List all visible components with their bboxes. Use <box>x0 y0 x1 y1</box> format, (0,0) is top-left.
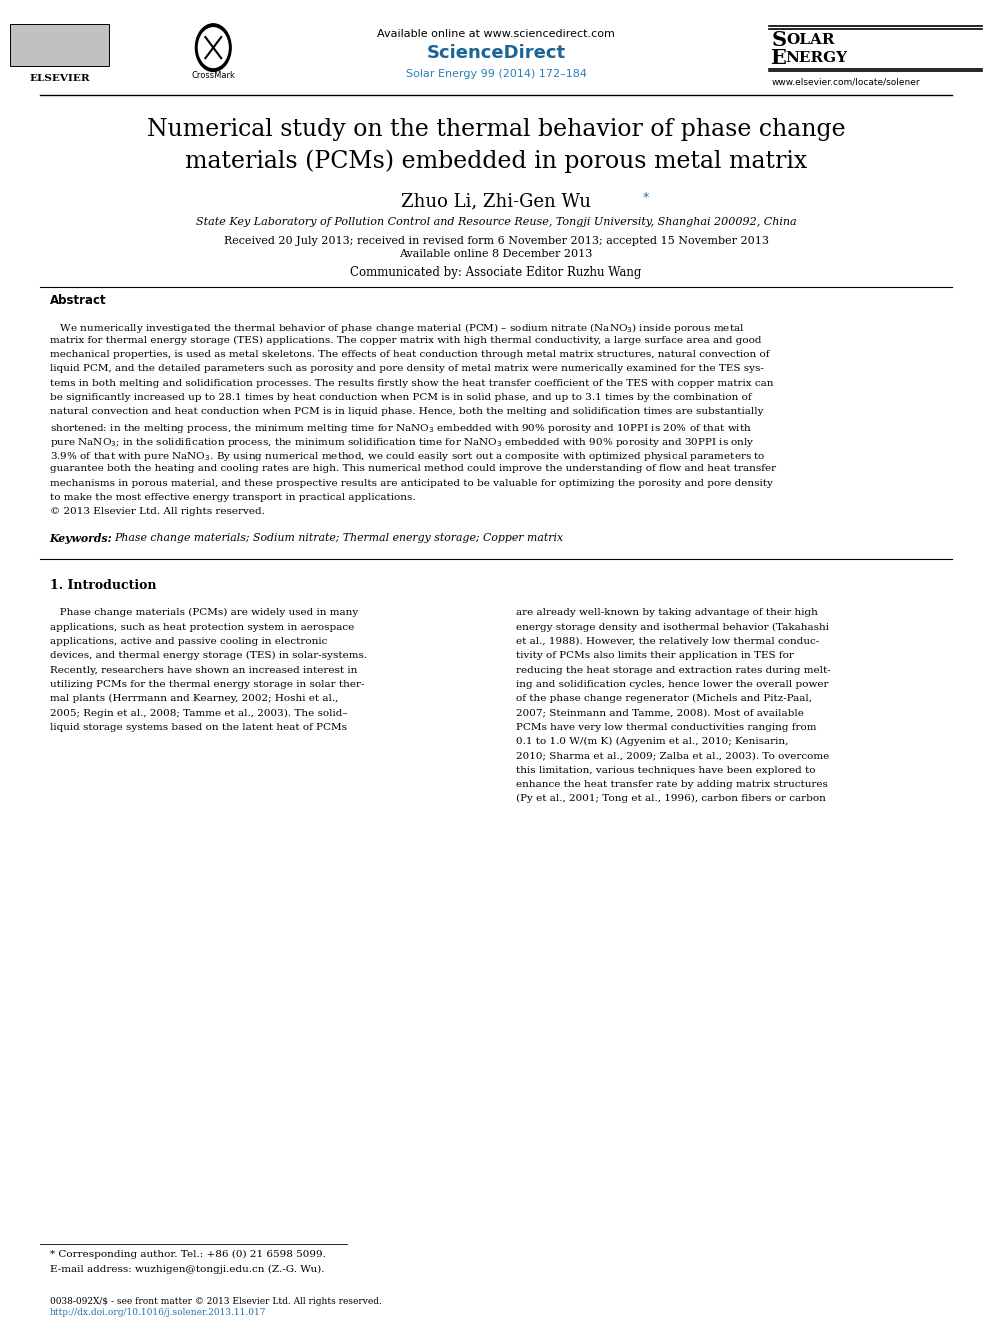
Text: devices, and thermal energy storage (TES) in solar-systems.: devices, and thermal energy storage (TES… <box>50 651 367 660</box>
Text: Keywords:: Keywords: <box>50 533 112 544</box>
Text: pure NaNO$_3$; in the solidification process, the minimum solidification time fo: pure NaNO$_3$; in the solidification pro… <box>50 435 754 448</box>
Text: PCMs have very low thermal conductivities ranging from: PCMs have very low thermal conductivitie… <box>516 722 816 732</box>
Text: *: * <box>643 191 649 204</box>
Text: mal plants (Herrmann and Kearney, 2002; Hoshi et al.,: mal plants (Herrmann and Kearney, 2002; … <box>50 695 338 704</box>
Text: Received 20 July 2013; received in revised form 6 November 2013; accepted 15 Nov: Received 20 July 2013; received in revis… <box>223 235 769 246</box>
Text: Numerical study on the thermal behavior of phase change
materials (PCMs) embedde: Numerical study on the thermal behavior … <box>147 118 845 173</box>
Text: mechanisms in porous material, and these prospective results are anticipated to : mechanisms in porous material, and these… <box>50 479 773 488</box>
Bar <box>10 24 109 66</box>
Text: guarantee both the heating and cooling rates are high. This numerical method cou: guarantee both the heating and cooling r… <box>50 464 776 474</box>
Text: utilizing PCMs for the thermal energy storage in solar ther-: utilizing PCMs for the thermal energy st… <box>50 680 364 689</box>
Text: matrix for thermal energy storage (TES) applications. The copper matrix with hig: matrix for thermal energy storage (TES) … <box>50 336 761 345</box>
Text: of the phase change regenerator (Michels and Pitz-Paal,: of the phase change regenerator (Michels… <box>516 695 811 704</box>
Text: be significantly increased up to 28.1 times by heat conduction when PCM is in so: be significantly increased up to 28.1 ti… <box>50 393 751 402</box>
Text: enhance the heat transfer rate by adding matrix structures: enhance the heat transfer rate by adding… <box>516 779 827 789</box>
Text: OLAR: OLAR <box>787 33 835 46</box>
Text: et al., 1988). However, the relatively low thermal conduc-: et al., 1988). However, the relatively l… <box>516 636 819 646</box>
Text: NERGY: NERGY <box>786 52 848 65</box>
Text: Available online at www.sciencedirect.com: Available online at www.sciencedirect.co… <box>377 29 615 40</box>
Text: E: E <box>770 48 786 69</box>
Text: Phase change materials (PCMs) are widely used in many: Phase change materials (PCMs) are widely… <box>50 609 358 618</box>
Text: ing and solidification cycles, hence lower the overall power: ing and solidification cycles, hence low… <box>516 680 828 689</box>
Text: liquid PCM, and the detailed parameters such as porosity and pore density of met: liquid PCM, and the detailed parameters … <box>50 364 764 373</box>
Text: 2007; Steinmann and Tamme, 2008). Most of available: 2007; Steinmann and Tamme, 2008). Most o… <box>516 708 804 717</box>
Text: E-mail address: wuzhigen@tongji.edu.cn (Z.-G. Wu).: E-mail address: wuzhigen@tongji.edu.cn (… <box>50 1265 324 1274</box>
Text: 0.1 to 1.0 W/(m K) (Agyenim et al., 2010; Kenisarin,: 0.1 to 1.0 W/(m K) (Agyenim et al., 2010… <box>516 737 789 746</box>
Text: natural convection and heat conduction when PCM is in liquid phase. Hence, both : natural convection and heat conduction w… <box>50 407 763 417</box>
Text: 0038-092X/$ - see front matter © 2013 Elsevier Ltd. All rights reserved.: 0038-092X/$ - see front matter © 2013 El… <box>50 1297 382 1306</box>
Text: Zhuo Li, Zhi-Gen Wu: Zhuo Li, Zhi-Gen Wu <box>401 192 591 210</box>
Text: ELSEVIER: ELSEVIER <box>29 74 90 82</box>
Text: tems in both melting and solidification processes. The results firstly show the : tems in both melting and solidification … <box>50 378 773 388</box>
Text: Solar Energy 99 (2014) 172–184: Solar Energy 99 (2014) 172–184 <box>406 69 586 79</box>
Text: liquid storage systems based on the latent heat of PCMs: liquid storage systems based on the late… <box>50 722 346 732</box>
Text: 1. Introduction: 1. Introduction <box>50 579 156 593</box>
Text: this limitation, various techniques have been explored to: this limitation, various techniques have… <box>516 766 815 774</box>
Text: Recently, researchers have shown an increased interest in: Recently, researchers have shown an incr… <box>50 665 357 675</box>
Text: Communicated by: Associate Editor Ruzhu Wang: Communicated by: Associate Editor Ruzhu … <box>350 266 642 279</box>
Text: tivity of PCMs also limits their application in TES for: tivity of PCMs also limits their applica… <box>516 651 794 660</box>
Circle shape <box>195 24 231 71</box>
Text: mechanical properties, is used as metal skeletons. The effects of heat conductio: mechanical properties, is used as metal … <box>50 351 769 359</box>
Text: reducing the heat storage and extraction rates during melt-: reducing the heat storage and extraction… <box>516 665 830 675</box>
Text: 2005; Regin et al., 2008; Tamme et al., 2003). The solid–: 2005; Regin et al., 2008; Tamme et al., … <box>50 708 347 717</box>
Text: (Py et al., 2001; Tong et al., 1996), carbon fibers or carbon: (Py et al., 2001; Tong et al., 1996), ca… <box>516 794 825 803</box>
Text: ScienceDirect: ScienceDirect <box>427 44 565 62</box>
Text: http://dx.doi.org/10.1016/j.solener.2013.11.017: http://dx.doi.org/10.1016/j.solener.2013… <box>50 1308 266 1318</box>
Text: energy storage density and isothermal behavior (Takahashi: energy storage density and isothermal be… <box>516 623 829 632</box>
Text: 3.9% of that with pure NaNO$_3$. By using numerical method, we could easily sort: 3.9% of that with pure NaNO$_3$. By usin… <box>50 450 765 463</box>
Text: Abstract: Abstract <box>50 294 106 307</box>
Text: CrossMark: CrossMark <box>191 71 235 79</box>
Text: Phase change materials; Sodium nitrate; Thermal energy storage; Copper matrix: Phase change materials; Sodium nitrate; … <box>114 533 563 542</box>
Text: 2010; Sharma et al., 2009; Zalba et al., 2003). To overcome: 2010; Sharma et al., 2009; Zalba et al.,… <box>516 751 829 761</box>
Text: to make the most effective energy transport in practical applications.: to make the most effective energy transp… <box>50 493 416 501</box>
Text: Available online 8 December 2013: Available online 8 December 2013 <box>400 249 592 259</box>
Text: © 2013 Elsevier Ltd. All rights reserved.: © 2013 Elsevier Ltd. All rights reserved… <box>50 507 265 516</box>
Text: are already well-known by taking advantage of their high: are already well-known by taking advanta… <box>516 609 817 618</box>
Text: www.elsevier.com/locate/solener: www.elsevier.com/locate/solener <box>772 78 921 86</box>
Text: We numerically investigated the thermal behavior of phase change material (PCM) : We numerically investigated the thermal … <box>50 321 744 336</box>
Text: applications, active and passive cooling in electronic: applications, active and passive cooling… <box>50 636 327 646</box>
Text: S: S <box>772 29 787 50</box>
Text: shortened: in the melting process, the minimum melting time for NaNO$_3$ embedde: shortened: in the melting process, the m… <box>50 422 752 434</box>
Text: applications, such as heat protection system in aerospace: applications, such as heat protection sy… <box>50 623 354 631</box>
Circle shape <box>198 28 228 67</box>
Text: State Key Laboratory of Pollution Control and Resource Reuse, Tongji University,: State Key Laboratory of Pollution Contro… <box>195 217 797 228</box>
Text: * Corresponding author. Tel.: +86 (0) 21 6598 5099.: * Corresponding author. Tel.: +86 (0) 21… <box>50 1250 325 1259</box>
